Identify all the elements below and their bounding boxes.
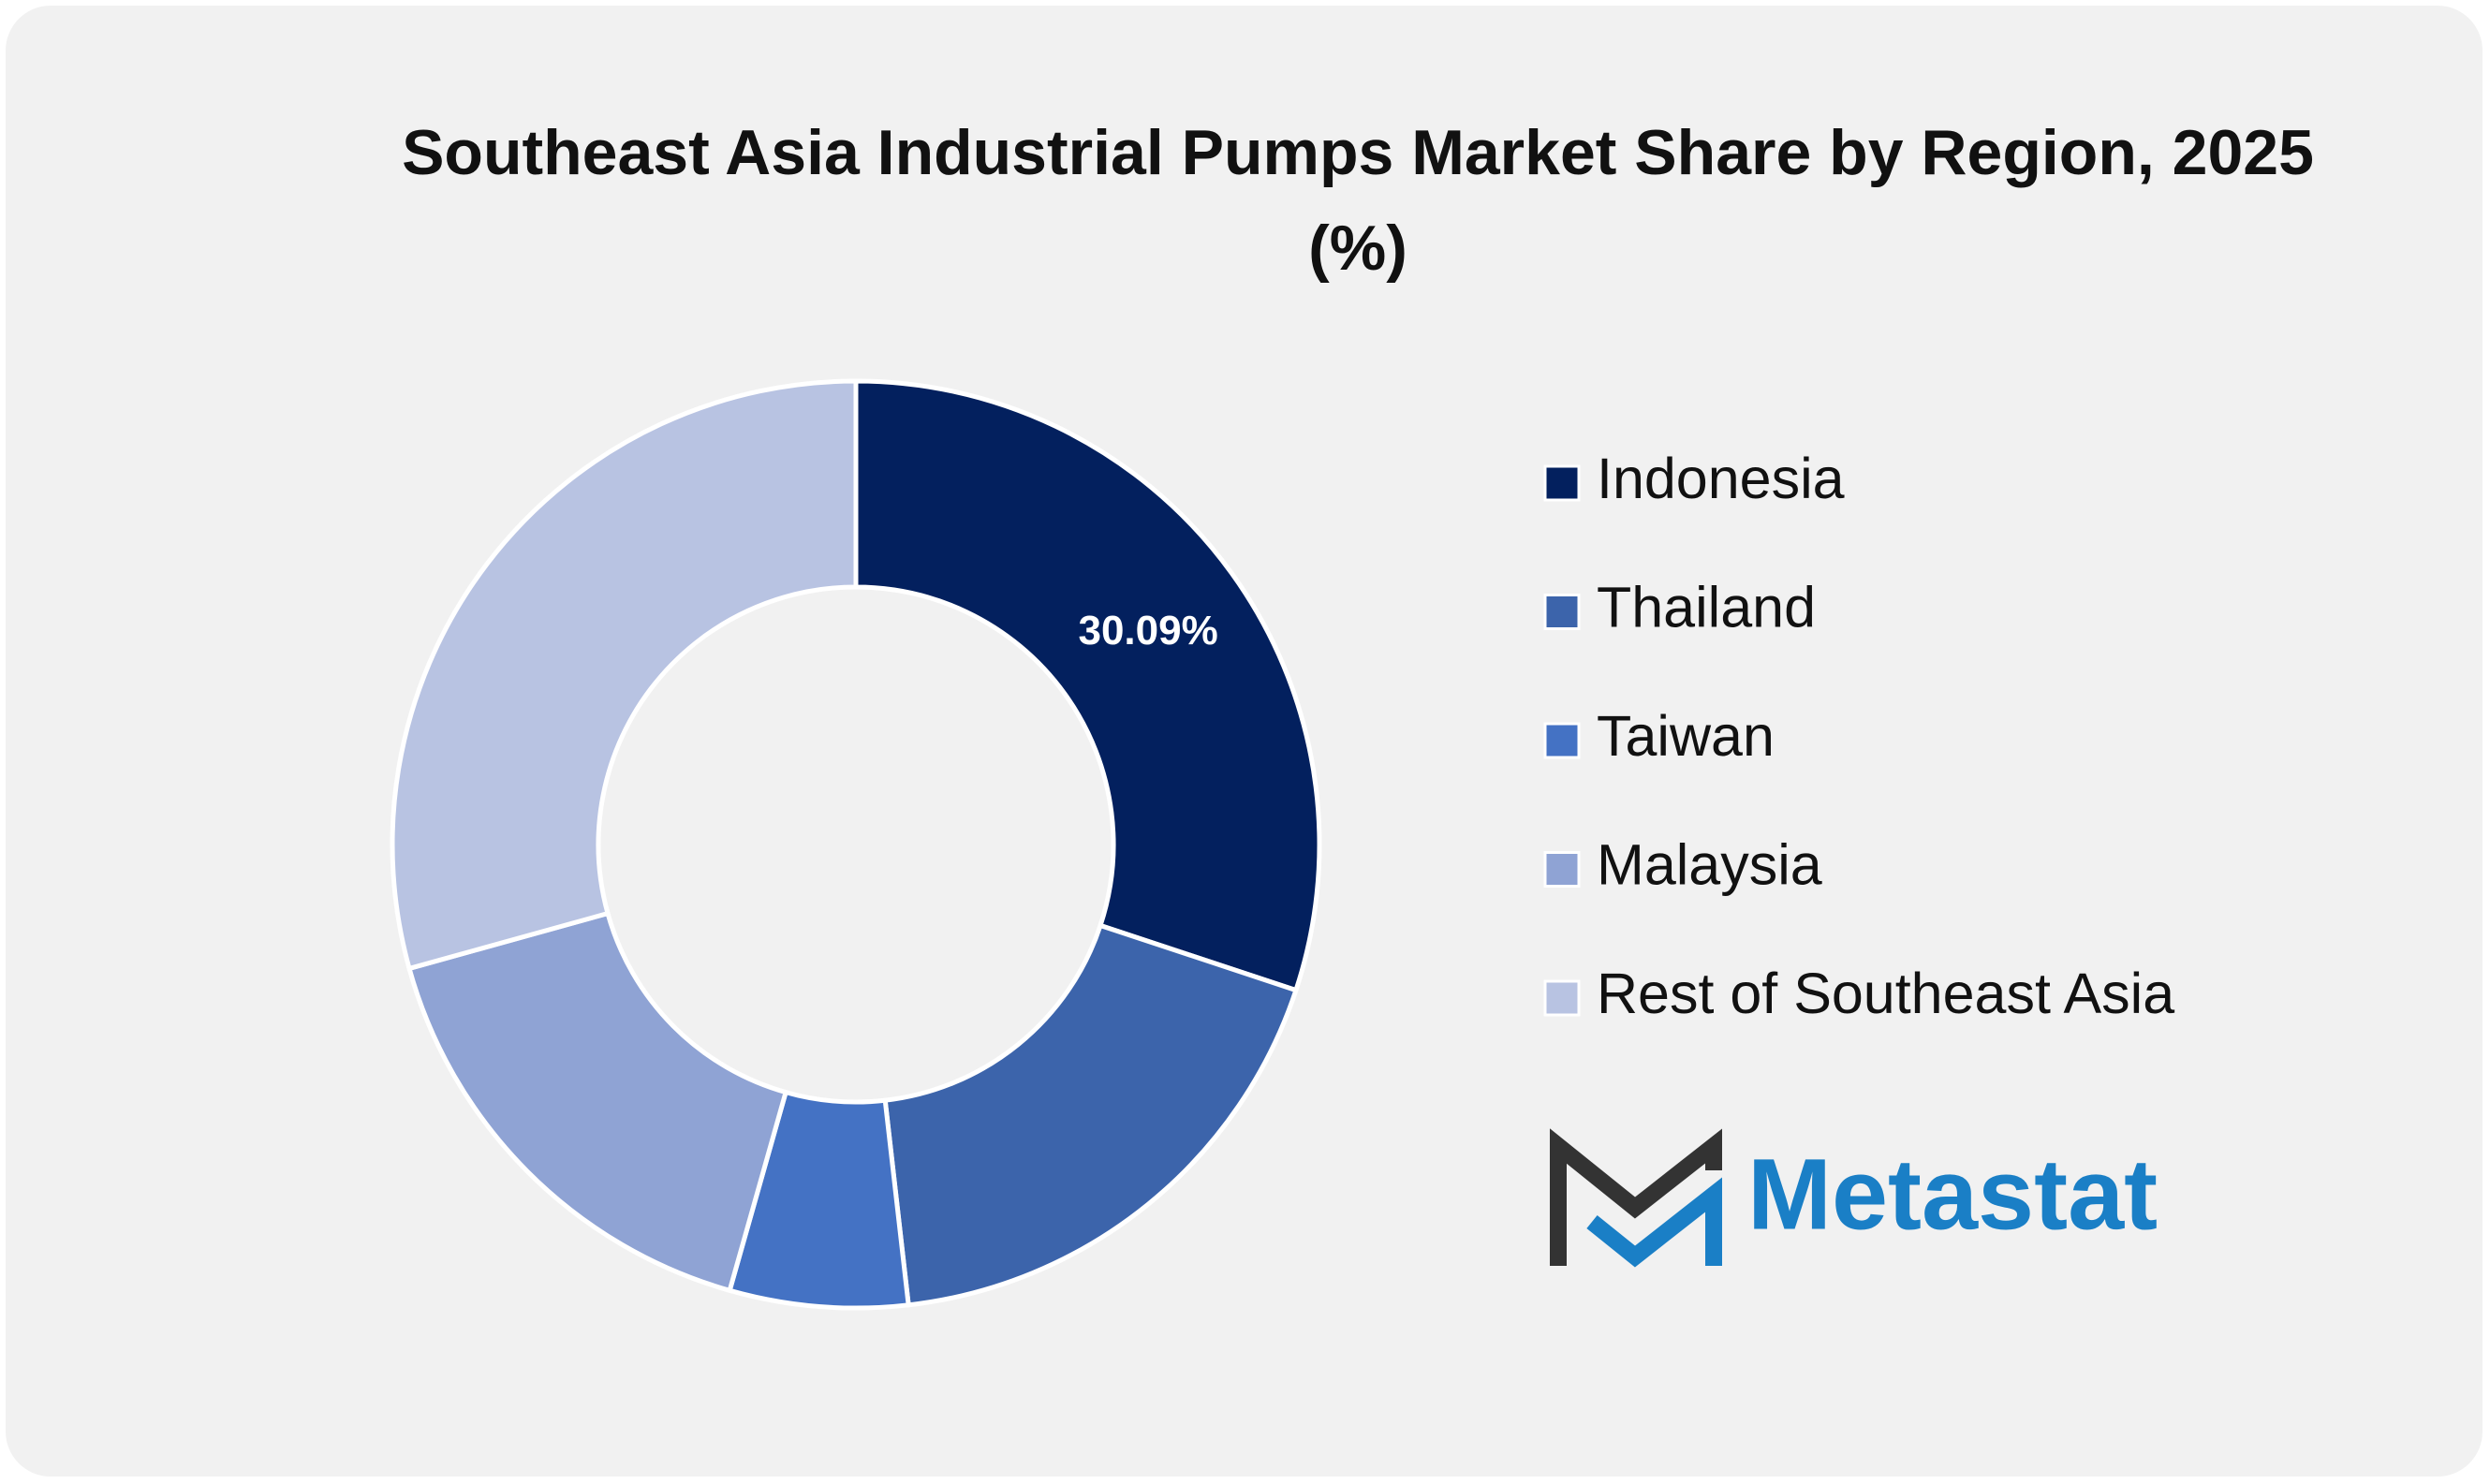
legend-swatch — [1543, 722, 1581, 759]
legend-swatch — [1543, 979, 1581, 1017]
donut-slice — [882, 922, 1300, 1308]
donut-slice — [853, 378, 1322, 993]
legend-label: Malaysia — [1597, 833, 1822, 897]
logo-text: Metastat — [1747, 1138, 2158, 1251]
legend-swatch — [1543, 851, 1581, 888]
donut-slice — [405, 910, 789, 1294]
logo-mark-dark — [1550, 1128, 1722, 1266]
legend-label: Thailand — [1597, 576, 1816, 639]
legend-label: Taiwan — [1597, 704, 1775, 768]
logo-mark-blue — [1586, 1177, 1722, 1268]
legend-swatch — [1543, 594, 1581, 630]
legend-label: Rest of Southeast Asia — [1597, 962, 2174, 1025]
legend-swatch — [1543, 464, 1581, 502]
logo-icon — [1550, 1128, 1722, 1268]
legend-label: Indonesia — [1597, 447, 1845, 510]
donut-slice — [390, 378, 859, 972]
data-label: 30.09% — [1078, 608, 1217, 654]
chart-title: Southeast Asia Industrial Pumps Market S… — [402, 117, 2314, 284]
